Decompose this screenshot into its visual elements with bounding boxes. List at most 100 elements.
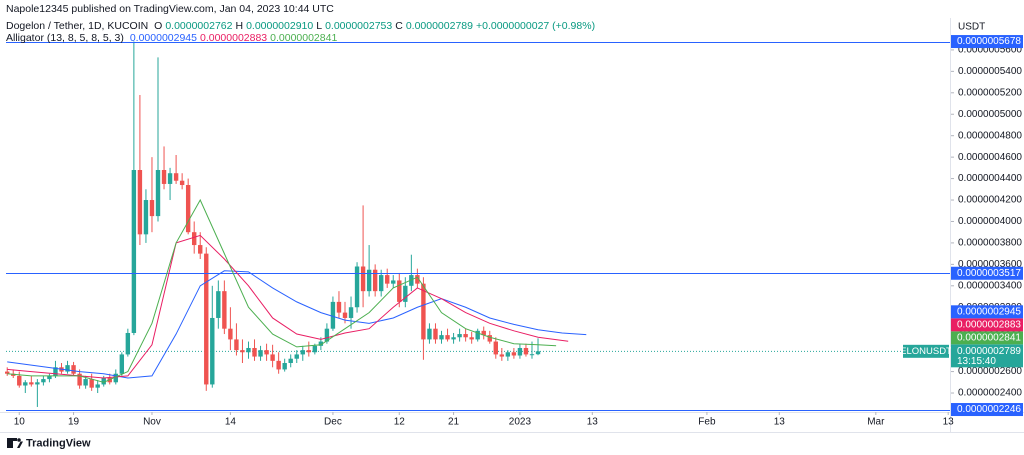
candle-body: [143, 200, 149, 235]
logo-icon: [17, 438, 21, 442]
candle-body: [415, 275, 420, 284]
y-tick-label: 0.0000005400: [958, 66, 1022, 77]
candle-body: [348, 307, 354, 318]
x-tick-label: 14: [225, 417, 237, 428]
candle-body: [119, 354, 125, 374]
y-tick-label: 0.0000004800: [958, 130, 1022, 141]
candle-body: [372, 269, 378, 292]
y-tick-label: 0.0000004400: [958, 173, 1022, 184]
candle-body: [228, 328, 233, 340]
candle-body: [481, 330, 486, 336]
indicator-value: 0.0000002945: [129, 32, 197, 44]
candle-body: [95, 384, 100, 388]
y-tick-label: 0.0000004000: [958, 216, 1022, 227]
y-tick-label: 0.0000002400: [958, 388, 1022, 399]
x-tick-label: 13: [587, 417, 599, 428]
x-tick-label: 2023: [509, 417, 532, 428]
y-tick-label: 0.0000005200: [958, 87, 1022, 98]
candle-body: [167, 173, 173, 184]
x-tick-label: 13: [943, 417, 955, 428]
indicator-line: [7, 234, 569, 379]
candle-body: [198, 245, 203, 254]
last-price-box: [951, 344, 1023, 368]
candle-body: [23, 382, 28, 386]
candle-body: [463, 334, 468, 338]
candle-body: [276, 360, 281, 370]
byline: Napole12345 published on TradingView.com…: [6, 3, 334, 15]
symbol-legend: Dogelon / Tether, 1D, KUCOIN O 0.00000027…: [6, 20, 598, 32]
candle-body: [204, 253, 209, 385]
y-tick-label: 0.0000005000: [958, 109, 1022, 120]
candle-body: [252, 347, 257, 357]
candle-body: [360, 266, 366, 292]
candle-body: [258, 350, 263, 357]
candle-body: [149, 200, 155, 217]
candle-body: [155, 170, 161, 217]
candle-body: [445, 335, 450, 340]
candle-body: [270, 354, 275, 361]
candle-body: [191, 232, 197, 246]
candle-body: [222, 291, 227, 329]
logo-icon: [17, 441, 23, 448]
candle-body: [439, 335, 444, 340]
x-tick-label: 12: [394, 417, 406, 428]
candle-body: [264, 350, 269, 355]
candle-body: [523, 347, 529, 355]
candle-body: [300, 350, 305, 355]
candle-body: [342, 312, 348, 318]
indicator-legend: Alligator (13, 8, 5, 8, 5, 3) 0.00000029…: [6, 32, 340, 44]
candle-body: [294, 354, 299, 359]
indicator-value: 0.0000002841: [270, 32, 338, 44]
candle-body: [493, 341, 498, 355]
price-label: 0.0000002841: [957, 332, 1021, 343]
candle-body: [173, 173, 179, 181]
indicator-value: 0.0000002883: [199, 32, 268, 44]
logo-icon: [7, 438, 13, 448]
ohlc-value: 0.0000002789: [405, 20, 473, 32]
candle-body: [65, 365, 70, 372]
price-label: 0.0000002883: [957, 319, 1021, 330]
candle-body: [83, 379, 88, 386]
candle-body: [288, 358, 293, 363]
price-label-box: [951, 305, 1023, 319]
candle-body: [161, 170, 167, 184]
candle-body: [511, 352, 517, 356]
price-label-box: [951, 35, 1023, 49]
candle-body: [29, 382, 34, 385]
candle-body: [11, 373, 16, 376]
x-tick-label: Dec: [324, 417, 342, 428]
x-tick-label: Mar: [867, 417, 885, 428]
candle-body: [185, 185, 191, 233]
ohlc-key: L: [316, 20, 323, 32]
candle-body: [366, 269, 372, 292]
candle-body: [35, 382, 40, 385]
candle-body: [517, 347, 523, 356]
candle-body: [451, 337, 456, 340]
candle-body: [499, 354, 505, 357]
candle-body: [306, 350, 312, 353]
candle-body: [324, 328, 330, 342]
x-tick-label: Feb: [698, 417, 716, 428]
candle-body: [246, 347, 251, 353]
price-label: 0.0000002945: [957, 306, 1021, 317]
countdown: 13:15:40: [957, 356, 996, 367]
price-label: 0.0000002246: [957, 404, 1021, 415]
candle-body: [41, 379, 46, 383]
candle-body: [397, 280, 402, 302]
candle-body: [535, 351, 541, 355]
candle-body: [469, 337, 474, 340]
y-tick-label: 0.0000004600: [958, 152, 1022, 163]
candle-body: [53, 367, 58, 376]
candle-body: [385, 275, 390, 284]
y-tick-label: 0.0000002600: [958, 366, 1022, 377]
price-label-box: [951, 331, 1023, 345]
change: +0.0000000027 (+0.98%): [475, 20, 596, 32]
ohlc-key: O: [154, 20, 163, 32]
last-price-label: 0.0000002789: [957, 346, 1021, 357]
price-label: 0.0000003517: [957, 268, 1021, 279]
candle-body: [77, 373, 82, 386]
y-tick-label: 0.0000005600: [958, 45, 1022, 56]
candle-body: [475, 330, 480, 340]
candle-body: [354, 266, 360, 308]
